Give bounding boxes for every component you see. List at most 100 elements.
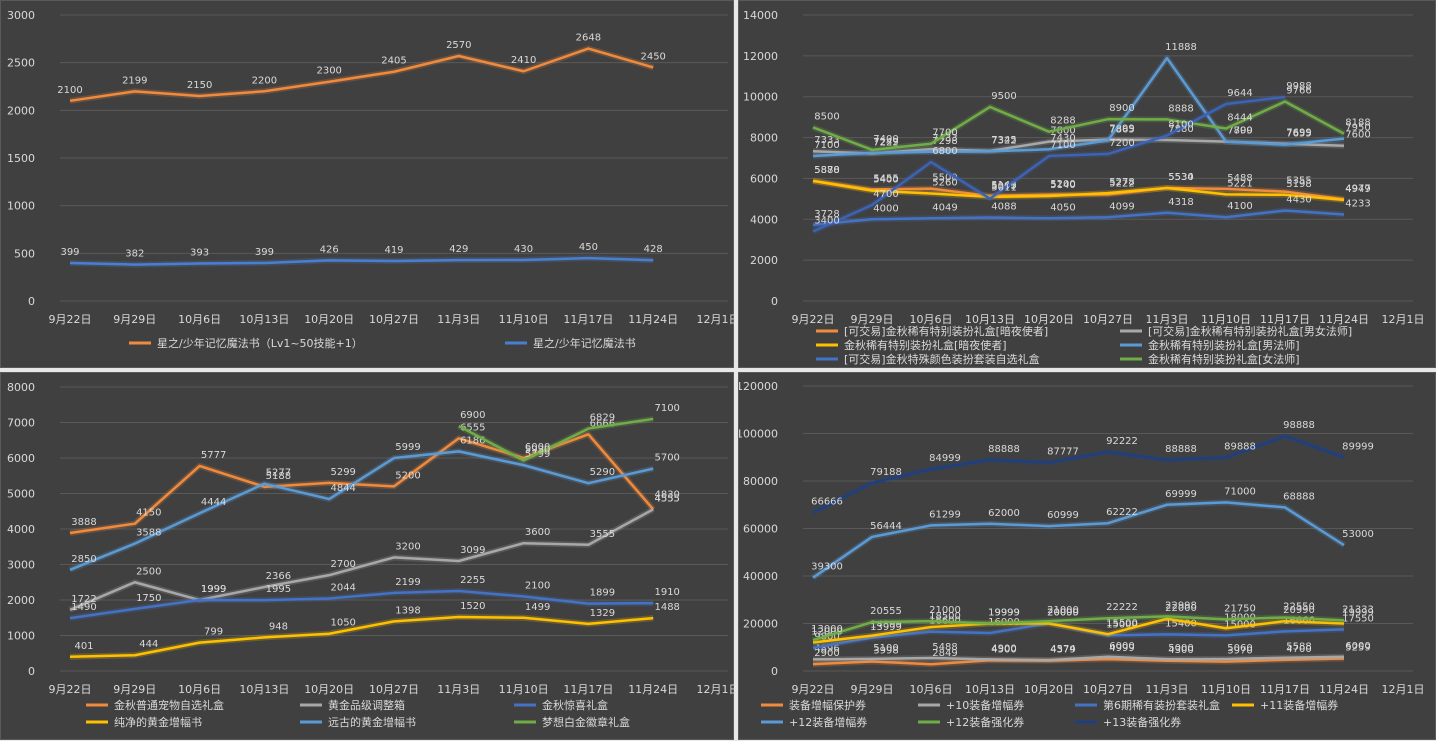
data-label: 6555 <box>460 422 485 433</box>
y-tick-label: 100000 <box>739 428 778 441</box>
data-label: 5188 <box>266 471 291 482</box>
y-tick-label: 60000 <box>743 523 778 536</box>
chart-panel-magic-books: 0 500 1000 1500 2000 2500 3000 9月22日 9月29日 10月6日 1… <box>0 0 735 368</box>
data-label: 4830 <box>654 490 679 501</box>
data-label: 5260 <box>932 178 957 189</box>
y-tick-label: 1000 <box>7 630 35 643</box>
data-label: 3400 <box>814 216 839 227</box>
legend-label: +13装备强化券 <box>1103 715 1181 729</box>
data-label: 88888 <box>1165 444 1197 455</box>
y-tick-label: 20000 <box>743 618 778 631</box>
chart-panel-gold-items: 0 1000 2000 3000 4000 5000 6000 7000 8000 9月22日 9月… <box>0 372 735 740</box>
data-label: 4949 <box>1345 184 1370 195</box>
data-label: 6000 <box>525 442 550 453</box>
data-label: 4150 <box>136 508 161 519</box>
data-label: 4444 <box>201 497 226 508</box>
data-label: 4700 <box>873 189 898 200</box>
chart-svg: 0 2000 4000 6000 8000 10000 12000 14000 9月22日 9月2… <box>743 9 1425 366</box>
data-label: 5500 <box>932 173 957 184</box>
data-label: 1490 <box>71 602 96 613</box>
data-label: 8100 <box>1168 120 1193 131</box>
data-label: 61299 <box>929 509 961 520</box>
data-label: 4977 <box>1345 183 1370 194</box>
data-label: 7298 <box>932 136 957 147</box>
series-line <box>69 47 654 103</box>
data-label: 7655 <box>1286 129 1311 140</box>
x-tick-label: 11月17日 <box>1260 313 1310 326</box>
data-label: 4900 <box>991 643 1016 654</box>
legend-label: 金秋稀有特别装扮礼盒[暗夜使者] <box>844 338 1007 352</box>
legend-label: 装备增幅保护券 <box>789 698 866 712</box>
data-label: 5588 <box>1286 642 1311 653</box>
data-label: 426 <box>320 244 339 255</box>
y-tick-label: 1500 <box>7 152 35 165</box>
data-label: 5277 <box>266 468 291 479</box>
data-label: 4430 <box>1286 195 1311 206</box>
y-tick-label: 6000 <box>7 452 35 465</box>
data-label: 6186 <box>460 435 485 446</box>
x-tick-label: 11月24日 <box>1319 313 1369 326</box>
data-label: 89999 <box>1342 441 1374 452</box>
data-label: 401 <box>74 641 93 652</box>
x-tick-label: 10月6日 <box>178 683 221 696</box>
data-label: 5878 <box>814 165 839 176</box>
x-tick-label: 10月6日 <box>178 313 221 326</box>
data-label: 53000 <box>1342 529 1374 540</box>
data-label: 1999 <box>201 584 226 595</box>
data-label: 4700 <box>1286 644 1311 655</box>
y-tick-label: 2000 <box>7 594 35 607</box>
data-label: 399 <box>255 247 274 258</box>
data-label: 69999 <box>1165 489 1197 500</box>
data-label: 68888 <box>1283 491 1315 502</box>
y-tick-label: 0 <box>771 665 778 678</box>
data-label: 14899 <box>870 620 902 631</box>
x-tick-label: 11月17日 <box>1260 683 1310 696</box>
data-label: 5488 <box>932 642 957 653</box>
data-label: 1722 <box>71 594 96 605</box>
legend-label: +10装备增幅券 <box>946 698 1024 712</box>
data-label: 98888 <box>1283 420 1315 431</box>
data-label: 5355 <box>1286 176 1311 187</box>
data-label: 1910 <box>654 587 679 598</box>
data-label: 2570 <box>446 40 471 51</box>
x-tick-label: 11月3日 <box>1146 683 1189 696</box>
data-label: 444 <box>139 639 158 650</box>
data-label: 15000 <box>1224 619 1256 630</box>
data-label: 13999 <box>870 622 902 633</box>
data-label: 7430 <box>1050 133 1075 144</box>
data-label: 5198 <box>1286 179 1311 190</box>
legend-label: +12装备强化券 <box>946 715 1024 729</box>
data-label: 62000 <box>988 508 1020 519</box>
series-line <box>812 95 1286 233</box>
data-label: 21000 <box>1047 605 1079 616</box>
data-label: 3200 <box>395 541 420 552</box>
data-label: 2366 <box>266 571 291 582</box>
data-label: 56444 <box>870 521 902 532</box>
plot-area: 0 1000 2000 3000 4000 5000 6000 7000 8000 9月22日 9月… <box>7 381 735 729</box>
data-label: 1398 <box>395 605 420 616</box>
data-label: 393 <box>190 248 209 259</box>
data-label: 2410 <box>511 55 536 66</box>
data-label: 2255 <box>460 575 485 586</box>
data-label: 8188 <box>1345 118 1370 129</box>
series-line <box>812 179 1345 202</box>
data-label: 7433 <box>932 133 957 144</box>
data-label: 5222 <box>1109 178 1134 189</box>
data-label: 2300 <box>316 66 341 77</box>
data-label: 7222 <box>873 137 898 148</box>
data-label: 7799 <box>1227 126 1252 137</box>
data-label: 12000 <box>811 627 843 638</box>
y-tick-label: 10000 <box>743 91 778 104</box>
data-label: 4099 <box>1109 201 1134 212</box>
data-label: 84999 <box>929 453 961 464</box>
data-label: 7100 <box>1050 140 1075 151</box>
data-label: 4999 <box>1109 643 1134 654</box>
x-tick-label: 11月10日 <box>1201 313 1251 326</box>
data-label: 9988 <box>1286 81 1311 92</box>
x-tick-label: 10月13日 <box>965 683 1015 696</box>
data-label: 5140 <box>1050 180 1075 191</box>
y-tick-label: 0 <box>28 295 35 308</box>
data-label: 62222 <box>1106 507 1138 518</box>
series-line <box>812 617 1345 644</box>
data-label: 7950 <box>1345 123 1370 134</box>
